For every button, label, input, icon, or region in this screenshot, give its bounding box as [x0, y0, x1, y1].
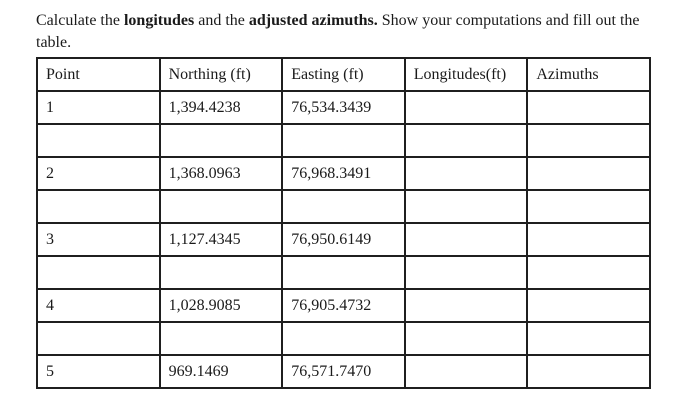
- cell-easting: [281, 255, 406, 290]
- cell-longitudes-blank: [403, 156, 529, 191]
- table-row-spacer: [36, 123, 651, 158]
- cell-longitudes-blank: [403, 222, 529, 257]
- column-header-point: Point: [36, 57, 161, 92]
- column-header-longitudes: Longitudes(ft): [403, 57, 529, 92]
- cell-northing: 1,394.4238: [158, 90, 284, 125]
- cell-easting: 76,950.6149: [281, 222, 406, 257]
- cell-longitudes-blank: [403, 354, 529, 389]
- cell-northing: [158, 255, 284, 290]
- cell-easting: [281, 321, 406, 356]
- cell-northing: 1,028.9085: [158, 288, 284, 323]
- cell-northing: 1,127.4345: [158, 222, 284, 257]
- header-row: Point Northing (ft) Easting (ft) Longitu…: [36, 57, 651, 92]
- problem-statement: Calculate the longitudes and the adjuste…: [36, 10, 668, 54]
- table-row-spacer: [36, 255, 651, 290]
- cell-azimuths-blank: [526, 354, 651, 389]
- table-row-point-2: 2 1,368.0963 76,968.3491: [36, 156, 651, 191]
- cell-azimuths-blank: [526, 288, 651, 323]
- cell-longitudes-blank: [403, 90, 529, 125]
- table-row-spacer: [36, 321, 651, 356]
- cell-point: 3: [36, 222, 161, 257]
- cell-northing: [158, 123, 284, 158]
- cell-point: [36, 189, 161, 224]
- table-row-point-3: 3 1,127.4345 76,950.6149: [36, 222, 651, 257]
- cell-northing: 969.1469: [158, 354, 284, 389]
- table-row-point-5: 5 969.1469 76,571.7470: [36, 354, 651, 389]
- instruction-bold-longitudes: longitudes: [123, 12, 195, 29]
- instruction-text-3: Show your computations and fill out the: [377, 12, 640, 29]
- traverse-table: Point Northing (ft) Easting (ft) Longitu…: [36, 57, 651, 389]
- cell-point: [36, 255, 161, 290]
- table-row-point-4: 4 1,028.9085 76,905.4732: [36, 288, 651, 323]
- cell-northing: [158, 189, 284, 224]
- document-page: Calculate the longitudes and the adjuste…: [36, 10, 668, 389]
- cell-azimuths-blank: [526, 123, 651, 158]
- column-header-azimuths: Azimuths: [526, 57, 651, 92]
- cell-northing: [158, 321, 284, 356]
- cell-longitudes-blank: [403, 255, 529, 290]
- cell-azimuths-blank: [526, 321, 651, 356]
- cell-point: 5: [36, 354, 161, 389]
- cell-longitudes-blank: [403, 123, 529, 158]
- cell-point: 2: [36, 156, 161, 191]
- instruction-text-1: Calculate the: [36, 12, 124, 29]
- column-header-northing: Northing (ft): [158, 57, 284, 92]
- cell-easting: [281, 189, 406, 224]
- cell-azimuths-blank: [526, 189, 651, 224]
- cell-longitudes-blank: [403, 321, 529, 356]
- cell-easting: [281, 123, 406, 158]
- cell-azimuths-blank: [526, 90, 651, 125]
- cell-azimuths-blank: [526, 222, 651, 257]
- cell-easting: 76,968.3491: [281, 156, 406, 191]
- cell-point: 4: [36, 288, 161, 323]
- cell-azimuths-blank: [526, 255, 651, 290]
- cell-point: [36, 123, 161, 158]
- instruction-text-4: table.: [36, 34, 72, 51]
- cell-longitudes-blank: [403, 288, 529, 323]
- cell-point: 1: [36, 90, 161, 125]
- instruction-bold-adjusted-azimuths: adjusted azimuths.: [248, 12, 378, 29]
- cell-longitudes-blank: [403, 189, 529, 224]
- table-row-spacer: [36, 189, 651, 224]
- column-header-easting: Easting (ft): [281, 57, 406, 92]
- cell-easting: 76,571.7470: [281, 354, 406, 389]
- instruction-text-2: and the: [194, 12, 249, 29]
- cell-point: [36, 321, 161, 356]
- cell-azimuths-blank: [526, 156, 651, 191]
- cell-easting: 76,534.3439: [281, 90, 406, 125]
- cell-easting: 76,905.4732: [281, 288, 406, 323]
- table-row-point-1: 1 1,394.4238 76,534.3439: [36, 90, 651, 125]
- cell-northing: 1,368.0963: [158, 156, 284, 191]
